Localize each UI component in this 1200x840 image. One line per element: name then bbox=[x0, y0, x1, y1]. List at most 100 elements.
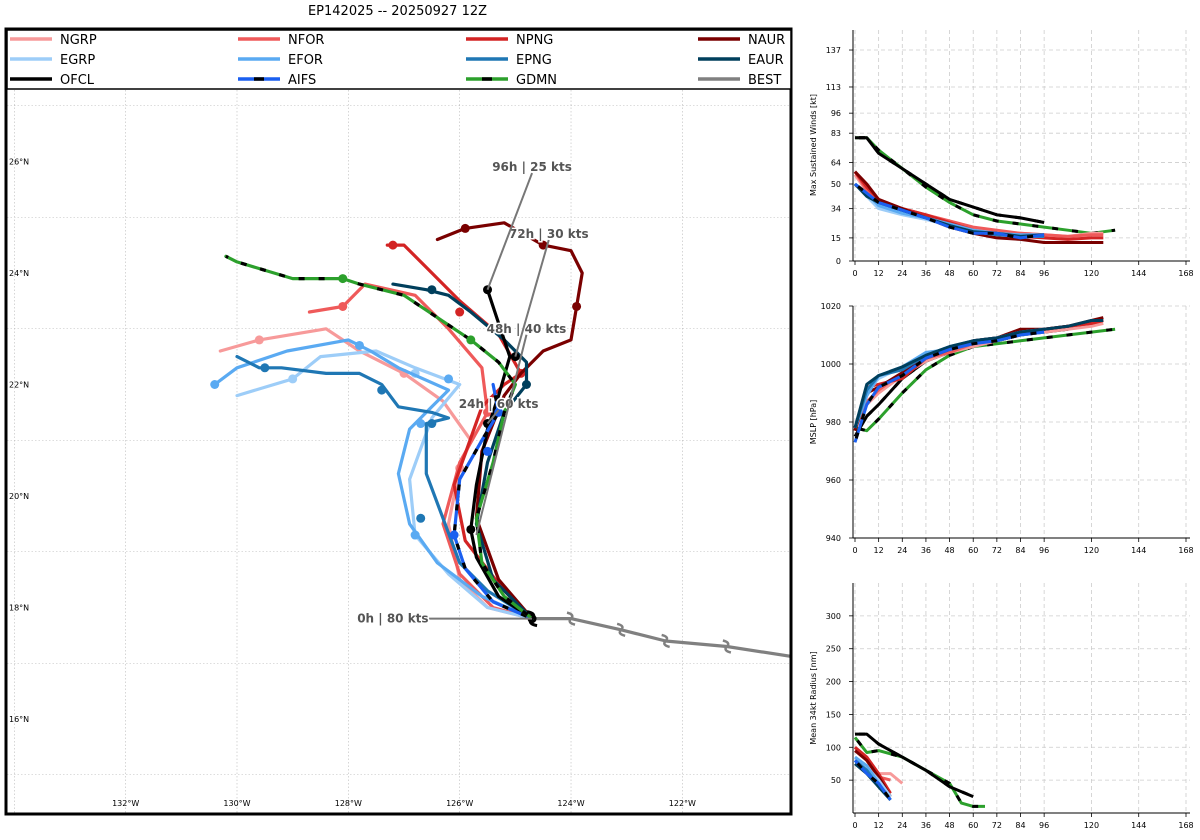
y-tick-label: 50 bbox=[831, 180, 841, 189]
y-tick-label: 113 bbox=[826, 83, 841, 92]
lon-tick-label: 122°W bbox=[669, 799, 696, 808]
lon-tick-label: 128°W bbox=[335, 799, 362, 808]
y-tick-label: 96 bbox=[831, 109, 841, 118]
x-tick-label: 72 bbox=[992, 546, 1002, 555]
x-tick-label: 24 bbox=[897, 546, 907, 555]
legend-label-nfor: NFOR bbox=[288, 33, 324, 48]
y-tick-label: 960 bbox=[826, 476, 841, 485]
track-marker-aifs bbox=[449, 530, 459, 540]
annotation-label: 96h | 25 kts bbox=[492, 160, 572, 174]
x-tick-label: 120 bbox=[1084, 269, 1099, 278]
x-tick-label: 60 bbox=[968, 821, 978, 830]
track-marker-efor bbox=[416, 419, 426, 429]
x-tick-label: 72 bbox=[992, 821, 1002, 830]
track-map: 132°W 130°W 128°W 126°W 124°W 122°W 16°N 18°N 20… bbox=[4, 27, 793, 816]
annotation-label: 72h | 30 kts bbox=[509, 227, 589, 241]
x-tick-label: 12 bbox=[874, 546, 884, 555]
lat-tick-label: 18°N bbox=[9, 604, 29, 613]
y-tick-label: 1020 bbox=[821, 302, 841, 311]
annotation-label: 0h | 80 kts bbox=[357, 612, 428, 626]
lat-tick-label: 26°N bbox=[9, 158, 29, 167]
track-marker-nfor bbox=[483, 407, 493, 417]
legend-label-gdmn: GDMN bbox=[516, 73, 557, 88]
x-tick-label: 96 bbox=[1039, 546, 1049, 555]
x-tick-label: 60 bbox=[968, 269, 978, 278]
lat-tick-label: 16°N bbox=[9, 715, 29, 724]
track-marker-naur bbox=[460, 223, 470, 233]
x-tick-label: 0 bbox=[852, 546, 857, 555]
x-tick-label: 36 bbox=[921, 269, 931, 278]
map-annotations: 0h | 80 kts 24h | 60 kts 48h | 40 kts 72h |… bbox=[356, 159, 590, 628]
track-marker-efor bbox=[410, 530, 420, 540]
y-tick-label: 64 bbox=[831, 158, 841, 167]
lon-tick-label: 132°W bbox=[112, 799, 139, 808]
track-marker-nfor bbox=[338, 301, 348, 311]
annotation-leader bbox=[514, 239, 550, 357]
lon-tick-label: 126°W bbox=[446, 799, 473, 808]
track-epng bbox=[235, 355, 534, 621]
annotation-leader bbox=[486, 172, 533, 291]
map-legend: NGRP NFOR NPNG NAUR EGRP EFOR EPNG EAUR OFCL AIFS… bbox=[6, 29, 792, 90]
y-tick-label: 150 bbox=[826, 710, 841, 719]
track-marker-efor bbox=[210, 380, 220, 389]
map-tracks bbox=[210, 221, 791, 659]
track-naur bbox=[435, 221, 584, 621]
x-tick-label: 120 bbox=[1084, 821, 1099, 830]
y-axis-label: MSLP [hPa] bbox=[809, 400, 818, 444]
track-marker-aifs bbox=[483, 446, 493, 456]
track-marker-epng bbox=[260, 363, 270, 373]
x-tick-label: 60 bbox=[968, 546, 978, 555]
best-track-marker bbox=[566, 611, 576, 626]
series-eaur bbox=[853, 319, 1104, 429]
x-tick-label: 84 bbox=[1015, 821, 1025, 830]
track-marker-egrp bbox=[288, 374, 298, 384]
y-tick-label: 100 bbox=[826, 743, 841, 752]
series-aifs-dash bbox=[854, 182, 1045, 240]
y-tick-label: 15 bbox=[831, 234, 841, 243]
legend-label-npng: NPNG bbox=[516, 33, 553, 48]
y-tick-label: 200 bbox=[826, 678, 841, 687]
series-npng bbox=[853, 319, 1104, 432]
panel-mean-34kt-radius: 0 12 24 36 48 60 72 84 96 120 144 168 50 100 150 200 250… bbox=[809, 583, 1194, 830]
track-marker-npng bbox=[455, 307, 465, 317]
x-tick-label: 72 bbox=[992, 269, 1002, 278]
x-tick-label: 168 bbox=[1178, 269, 1193, 278]
y-axis-label: Max Sustained Winds [kt] bbox=[809, 94, 818, 196]
track-marker-naur bbox=[538, 240, 548, 250]
annotation-label: 48h | 40 kts bbox=[487, 322, 567, 336]
track-efor bbox=[213, 338, 534, 621]
y-tick-label: 1000 bbox=[821, 360, 841, 369]
chart-title: EP142025 -- 20250927 12Z bbox=[307, 4, 488, 19]
y-tick-label: 940 bbox=[826, 534, 841, 543]
series-gdmn bbox=[855, 136, 1116, 235]
lon-tick-label: 130°W bbox=[223, 799, 250, 808]
track-marker-gdmn bbox=[466, 335, 476, 345]
legend-box bbox=[6, 29, 792, 90]
x-tick-label: 12 bbox=[874, 821, 884, 830]
legend-label-ofcl: OFCL bbox=[60, 73, 95, 88]
x-tick-label: 120 bbox=[1084, 546, 1099, 555]
x-tick-label: 84 bbox=[1015, 269, 1025, 278]
legend-label-best: BEST bbox=[748, 73, 781, 88]
legend-label-epng: EPNG bbox=[516, 53, 552, 68]
track-marker-efor bbox=[354, 340, 364, 350]
x-tick-label: 48 bbox=[944, 546, 954, 555]
annotation-leader bbox=[486, 409, 500, 425]
x-tick-label: 168 bbox=[1178, 821, 1193, 830]
x-tick-label: 96 bbox=[1039, 821, 1049, 830]
series-aifs-dash bbox=[853, 330, 1045, 443]
track-marker-ngrp bbox=[254, 335, 264, 345]
track-marker-gdmn bbox=[338, 274, 348, 284]
x-tick-label: 24 bbox=[897, 269, 907, 278]
map-gridlines bbox=[7, 90, 791, 813]
x-tick-label: 48 bbox=[944, 269, 954, 278]
track-marker-npng bbox=[388, 240, 398, 250]
x-tick-label: 36 bbox=[921, 821, 931, 830]
legend-label-aifs: AIFS bbox=[288, 73, 316, 88]
best-track-marker bbox=[722, 639, 732, 654]
y-tick-label: 980 bbox=[826, 418, 841, 427]
track-marker-epng bbox=[377, 385, 387, 395]
x-tick-label: 84 bbox=[1015, 546, 1025, 555]
track-best bbox=[530, 616, 791, 659]
